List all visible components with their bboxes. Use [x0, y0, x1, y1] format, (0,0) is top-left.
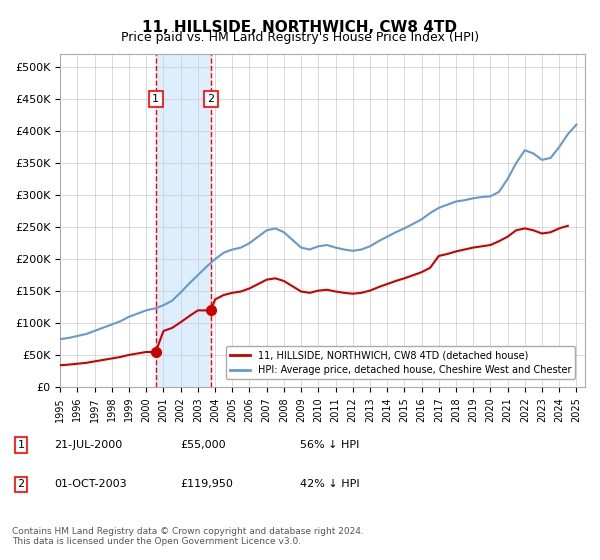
Text: 01-OCT-2003: 01-OCT-2003 — [54, 479, 127, 489]
Legend: 11, HILLSIDE, NORTHWICH, CW8 4TD (detached house), HPI: Average price, detached : 11, HILLSIDE, NORTHWICH, CW8 4TD (detach… — [226, 347, 575, 379]
Text: 1: 1 — [152, 94, 159, 104]
Text: 1: 1 — [17, 440, 25, 450]
Text: £119,950: £119,950 — [180, 479, 233, 489]
Text: 56% ↓ HPI: 56% ↓ HPI — [300, 440, 359, 450]
Bar — [156, 54, 211, 387]
Text: Contains HM Land Registry data © Crown copyright and database right 2024.
This d: Contains HM Land Registry data © Crown c… — [12, 526, 364, 546]
Text: 2: 2 — [17, 479, 25, 489]
Text: 2: 2 — [207, 94, 214, 104]
Text: 21-JUL-2000: 21-JUL-2000 — [54, 440, 122, 450]
Text: £55,000: £55,000 — [180, 440, 226, 450]
Text: 42% ↓ HPI: 42% ↓ HPI — [300, 479, 359, 489]
Text: 11, HILLSIDE, NORTHWICH, CW8 4TD: 11, HILLSIDE, NORTHWICH, CW8 4TD — [143, 20, 458, 35]
Text: Price paid vs. HM Land Registry's House Price Index (HPI): Price paid vs. HM Land Registry's House … — [121, 31, 479, 44]
